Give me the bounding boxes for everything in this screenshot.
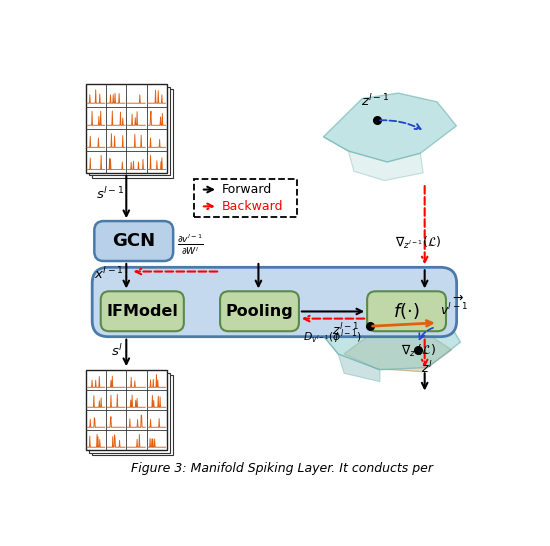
Text: $z^{l-1}$: $z^{l-1}$ [361,93,389,109]
Bar [89,87,170,175]
Text: Backward: Backward [222,200,284,213]
Polygon shape [323,93,456,162]
Bar [86,85,167,173]
FancyBboxPatch shape [367,291,446,331]
Text: $s^{l}$: $s^{l}$ [111,343,123,359]
Text: $x^{l-1}$: $x^{l-1}$ [94,266,123,282]
Polygon shape [344,328,452,372]
Text: $s^{l-1}$: $s^{l-1}$ [96,186,124,201]
Text: $z^{l-1}$: $z^{l-1}$ [332,323,359,339]
Polygon shape [320,332,380,382]
Text: $\nabla_{z^{l-1}}(\mathcal{L})$: $\nabla_{z^{l-1}}(\mathcal{L})$ [395,234,442,251]
Text: GCN: GCN [112,232,155,250]
Polygon shape [323,137,423,181]
Text: $\overrightarrow{v^{l-1}}$: $\overrightarrow{v^{l-1}}$ [440,295,468,318]
FancyBboxPatch shape [95,221,173,261]
Text: $D_{v^{l-1}}(\phi^{l-1})$: $D_{v^{l-1}}(\phi^{l-1})$ [304,327,362,346]
FancyBboxPatch shape [92,268,456,337]
Bar [89,373,170,453]
Text: IFModel: IFModel [106,304,178,319]
Text: Pooling: Pooling [226,304,293,319]
FancyBboxPatch shape [220,291,299,331]
Text: $f(\cdot)$: $f(\cdot)$ [393,301,420,321]
Bar [92,375,173,455]
Text: $\frac{\partial v^{l-1}}{\partial W^{l}}$: $\frac{\partial v^{l-1}}{\partial W^{l}}… [177,232,204,257]
Bar [92,90,173,178]
Text: Forward: Forward [222,183,272,196]
Polygon shape [320,302,460,370]
Bar [195,179,297,217]
Text: $z^{l}$: $z^{l}$ [421,360,432,376]
Text: $\nabla_{z^{l}}(\mathcal{L})$: $\nabla_{z^{l}}(\mathcal{L})$ [401,343,436,359]
Bar [86,370,167,450]
Text: Figure 3: Manifold Spiking Layer. It conducts per: Figure 3: Manifold Spiking Layer. It con… [131,462,433,476]
FancyBboxPatch shape [101,291,184,331]
